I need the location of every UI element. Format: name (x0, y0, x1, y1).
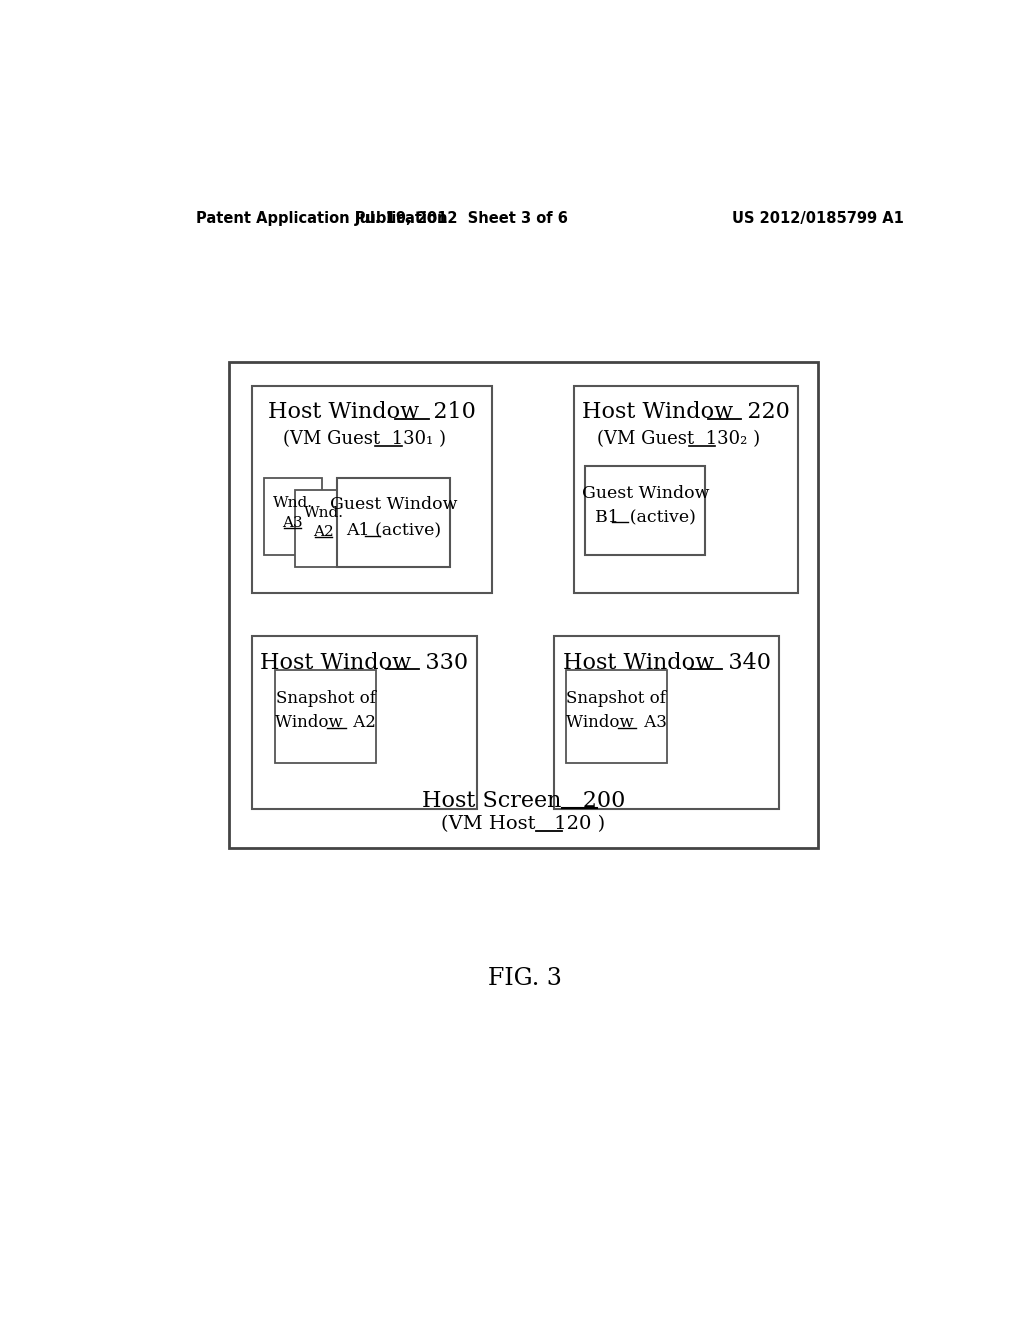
Text: A3: A3 (283, 516, 303, 529)
Text: (VM Host   120 ): (VM Host 120 ) (441, 816, 605, 833)
Bar (252, 385, 493, 594)
Text: A1 (active): A1 (active) (346, 521, 441, 539)
Text: Guest Window: Guest Window (582, 484, 709, 502)
Bar (275, 671, 376, 763)
Text: Snapshot of: Snapshot of (566, 690, 667, 708)
Text: FIG. 3: FIG. 3 (487, 968, 562, 990)
Text: Guest Window: Guest Window (330, 496, 457, 513)
Bar (573, 385, 799, 594)
Text: Snapshot of: Snapshot of (275, 690, 376, 708)
Text: Host Screen   200: Host Screen 200 (422, 791, 625, 812)
Bar (554, 636, 779, 809)
Bar (586, 466, 706, 554)
Bar (263, 478, 322, 554)
Bar (337, 478, 450, 566)
Text: Patent Application Publication: Patent Application Publication (197, 211, 447, 226)
Text: Wnd.: Wnd. (304, 506, 344, 520)
Text: Host Window  340: Host Window 340 (562, 652, 771, 673)
Bar (252, 636, 477, 809)
Bar (228, 363, 818, 847)
Text: Host Window  220: Host Window 220 (582, 401, 790, 424)
Text: US 2012/0185799 A1: US 2012/0185799 A1 (732, 211, 904, 226)
Text: Host Window  330: Host Window 330 (260, 652, 468, 673)
Text: B1  (active): B1 (active) (595, 508, 695, 525)
Text: Window  A3: Window A3 (566, 714, 667, 731)
Text: A2: A2 (313, 525, 334, 539)
Text: Host Window  210: Host Window 210 (268, 401, 476, 424)
Bar (295, 490, 352, 566)
Text: Jul. 19, 2012  Sheet 3 of 6: Jul. 19, 2012 Sheet 3 of 6 (354, 211, 568, 226)
Text: Wnd.: Wnd. (272, 495, 312, 510)
Text: (VM Guest  130₂ ): (VM Guest 130₂ ) (597, 430, 760, 449)
Bar (566, 671, 667, 763)
Text: (VM Guest  130₁ ): (VM Guest 130₁ ) (283, 430, 445, 449)
Text: Window  A2: Window A2 (275, 714, 376, 731)
